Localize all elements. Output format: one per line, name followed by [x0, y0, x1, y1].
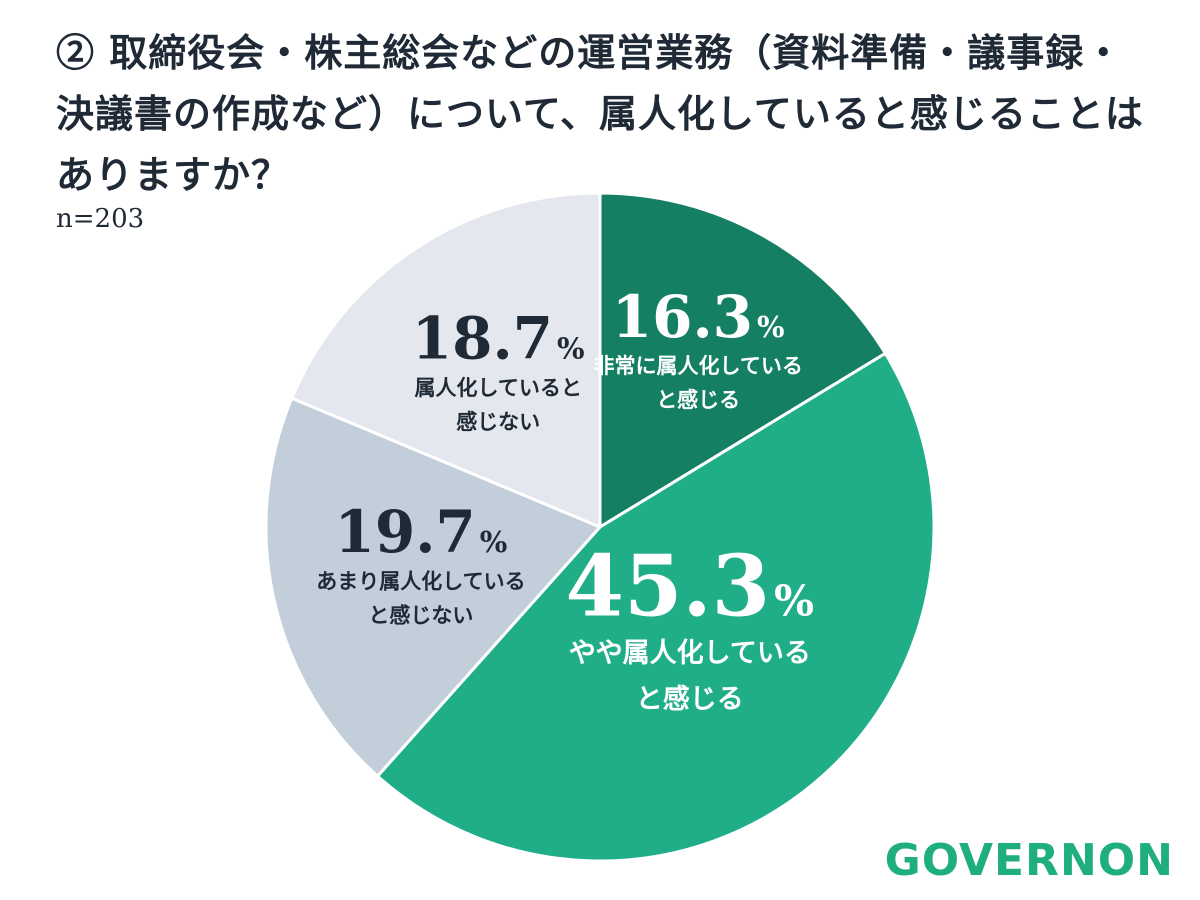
percentage-label: 16.3%: [612, 283, 785, 351]
category-label-line: 非常に属人化している: [594, 354, 803, 378]
category-label-line: と感じる: [656, 388, 740, 412]
sample-size: n=203: [56, 204, 145, 234]
slice-somewhat: [376, 351, 936, 863]
percentage-unit: %: [480, 525, 508, 559]
percentage-label: 19.7%: [334, 498, 507, 566]
category-label-line: 感じない: [456, 410, 540, 434]
governon-logo: GOVERNON: [885, 835, 1174, 886]
category-label-line: と感じない: [368, 604, 473, 628]
percentage-value: 16.3: [612, 283, 753, 351]
percentage-unit: %: [757, 310, 785, 344]
percentage-value: 19.7: [334, 498, 475, 566]
title-line-3: ありますか？: [56, 152, 291, 197]
percentage-unit: %: [774, 577, 814, 626]
pie-slices: [264, 191, 936, 863]
slice-very-much: [598, 191, 887, 529]
title-line-1: ② 取締役会・株主総会などの運営業務（資料準備・議事録・: [56, 30, 1124, 75]
slice-not-at-all: [290, 191, 602, 529]
category-label-line: あまり属人化している: [316, 570, 525, 594]
percentage-label: 45.3%: [566, 537, 815, 636]
title-line-2: 決議書の作成など）について、属人化していると感じることは: [56, 91, 1144, 136]
brand-name: GOVERNON: [884, 835, 1174, 886]
percentage-unit: %: [557, 332, 585, 366]
percentage-value: 45.3: [566, 537, 771, 636]
percentage-value: 18.7: [412, 305, 553, 373]
category-label-line: 属人化していると: [415, 376, 582, 400]
pie-labels: 16.3 %非常に属人化していると感じる45.3%やや属人化していると感じる19.…: [316, 283, 814, 715]
category-label-line: と感じる: [636, 683, 744, 715]
category-label-line: やや属人化している: [569, 638, 811, 669]
percentage-label: 18.7%: [412, 305, 585, 373]
chart-title: ② 取締役会・株主総会などの運営業務（資料準備・議事録・ 決議書の作成など）につ…: [56, 22, 1146, 205]
